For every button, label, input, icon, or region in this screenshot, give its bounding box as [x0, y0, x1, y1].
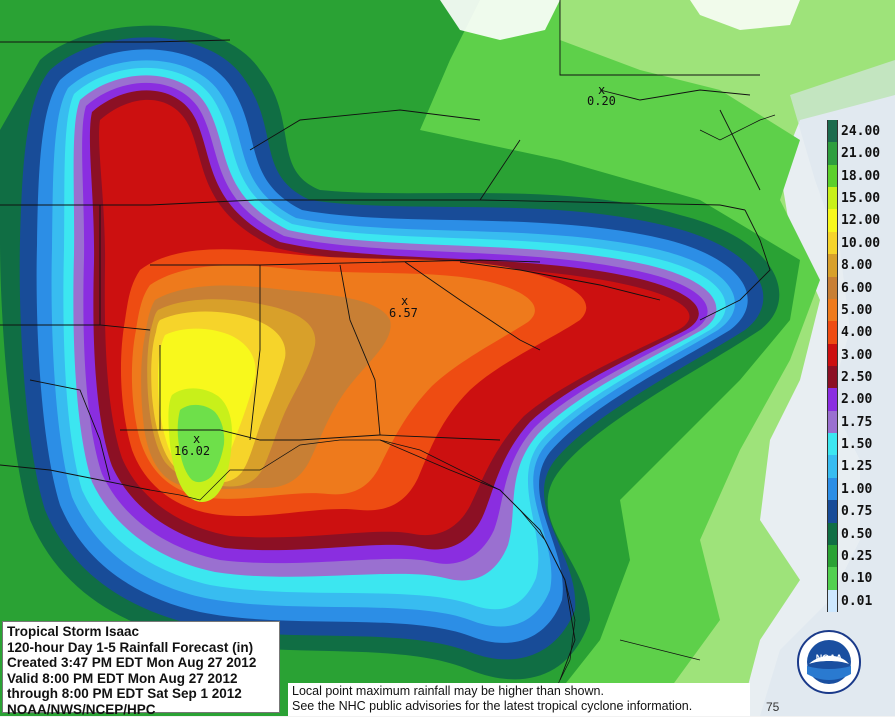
legend-swatch	[827, 165, 838, 187]
legend-label: 0.10	[841, 571, 872, 586]
legend-row: 15.00	[823, 187, 891, 209]
color-legend: 24.00 21.00 18.00 15.00 12.00 10.00 8.00 6.00 5.…	[823, 120, 891, 612]
legend-swatch	[827, 590, 838, 612]
legend-swatch	[827, 321, 838, 343]
legend-row: 0.50	[823, 523, 891, 545]
legend-label: 3.00	[841, 348, 872, 363]
agency-credit: NOAA/NWS/NCEP/HPC	[7, 702, 275, 717]
legend-label: 1.75	[841, 415, 872, 430]
legend-row: 1.25	[823, 455, 891, 477]
legend-swatch	[827, 500, 838, 522]
valid-time: Valid 8:00 PM EDT Mon Aug 27 2012	[7, 671, 275, 687]
svg-text:NOAA: NOAA	[816, 653, 843, 663]
noaa-logo: NOAA	[797, 630, 861, 694]
legend-label: 1.25	[841, 459, 872, 474]
legend-label: 0.01	[841, 594, 872, 609]
map-info-box: Tropical Storm Isaac 120-hour Day 1-5 Ra…	[2, 621, 280, 713]
legend-row: 21.00	[823, 142, 891, 164]
legend-swatch	[827, 254, 838, 276]
legend-label: 10.00	[841, 236, 880, 251]
legend-row: 2.00	[823, 388, 891, 410]
legend-label: 21.00	[841, 146, 880, 161]
legend-row: 1.00	[823, 478, 891, 500]
legend-label: 4.00	[841, 325, 872, 340]
legend-label: 1.50	[841, 437, 872, 452]
through-time: through 8:00 PM EDT Sat Sep 1 2012	[7, 686, 275, 702]
legend-swatch	[827, 232, 838, 254]
legend-row: 24.00	[823, 120, 891, 142]
point-value-max: 16.02	[174, 444, 210, 458]
legend-label: 0.50	[841, 527, 872, 542]
legend-label: 24.00	[841, 124, 880, 139]
legend-label: 6.00	[841, 281, 872, 296]
legend-row: 1.50	[823, 433, 891, 455]
legend-swatch	[827, 433, 838, 455]
legend-row: 18.00	[823, 165, 891, 187]
legend-swatch	[827, 277, 838, 299]
legend-swatch	[827, 209, 838, 231]
forecast-title: 120-hour Day 1-5 Rainfall Forecast (in)	[7, 640, 275, 656]
legend-row: 1.75	[823, 411, 891, 433]
legend-swatch	[827, 187, 838, 209]
legend-label: 0.25	[841, 549, 872, 564]
legend-row: 3.00	[823, 344, 891, 366]
legend-row: 5.00	[823, 299, 891, 321]
legend-swatch	[827, 567, 838, 589]
legend-label: 2.00	[841, 392, 872, 407]
legend-row: 0.25	[823, 545, 891, 567]
legend-swatch	[827, 388, 838, 410]
legend-swatch	[827, 545, 838, 567]
legend-row: 12.00	[823, 209, 891, 231]
created-time: Created 3:47 PM EDT Mon Aug 27 2012	[7, 655, 275, 671]
legend-swatch	[827, 455, 838, 477]
point-value-north: 0.20	[587, 94, 616, 108]
legend-row: 0.01	[823, 590, 891, 612]
legend-row: 0.75	[823, 500, 891, 522]
disclaimer-line-2: See the NHC public advisories for the la…	[292, 699, 746, 714]
disclaimer-line-1: Local point maximum rainfall may be high…	[292, 684, 746, 699]
legend-label: 18.00	[841, 169, 880, 184]
point-value-central: 6.57	[389, 306, 418, 320]
legend-swatch	[827, 142, 838, 164]
disclaimer-box: Local point maximum rainfall may be high…	[288, 683, 750, 716]
legend-label: 1.00	[841, 482, 872, 497]
legend-swatch	[827, 344, 838, 366]
legend-swatch	[827, 411, 838, 433]
storm-name: Tropical Storm Isaac	[7, 624, 275, 640]
legend-swatch	[827, 299, 838, 321]
legend-swatch	[827, 478, 838, 500]
legend-label: 5.00	[841, 303, 872, 318]
legend-label: 12.00	[841, 213, 880, 228]
legend-row: 0.10	[823, 567, 891, 589]
legend-swatch	[827, 523, 838, 545]
legend-label: 15.00	[841, 191, 880, 206]
legend-label: 0.75	[841, 504, 872, 519]
legend-label: 2.50	[841, 370, 872, 385]
legend-swatch	[827, 366, 838, 388]
legend-row: 10.00	[823, 232, 891, 254]
longitude-label: 75	[766, 700, 779, 714]
legend-row: 4.00	[823, 321, 891, 343]
legend-label: 8.00	[841, 258, 872, 273]
legend-row: 8.00	[823, 254, 891, 276]
legend-row: 6.00	[823, 277, 891, 299]
legend-row: 2.50	[823, 366, 891, 388]
legend-swatch	[827, 120, 838, 142]
